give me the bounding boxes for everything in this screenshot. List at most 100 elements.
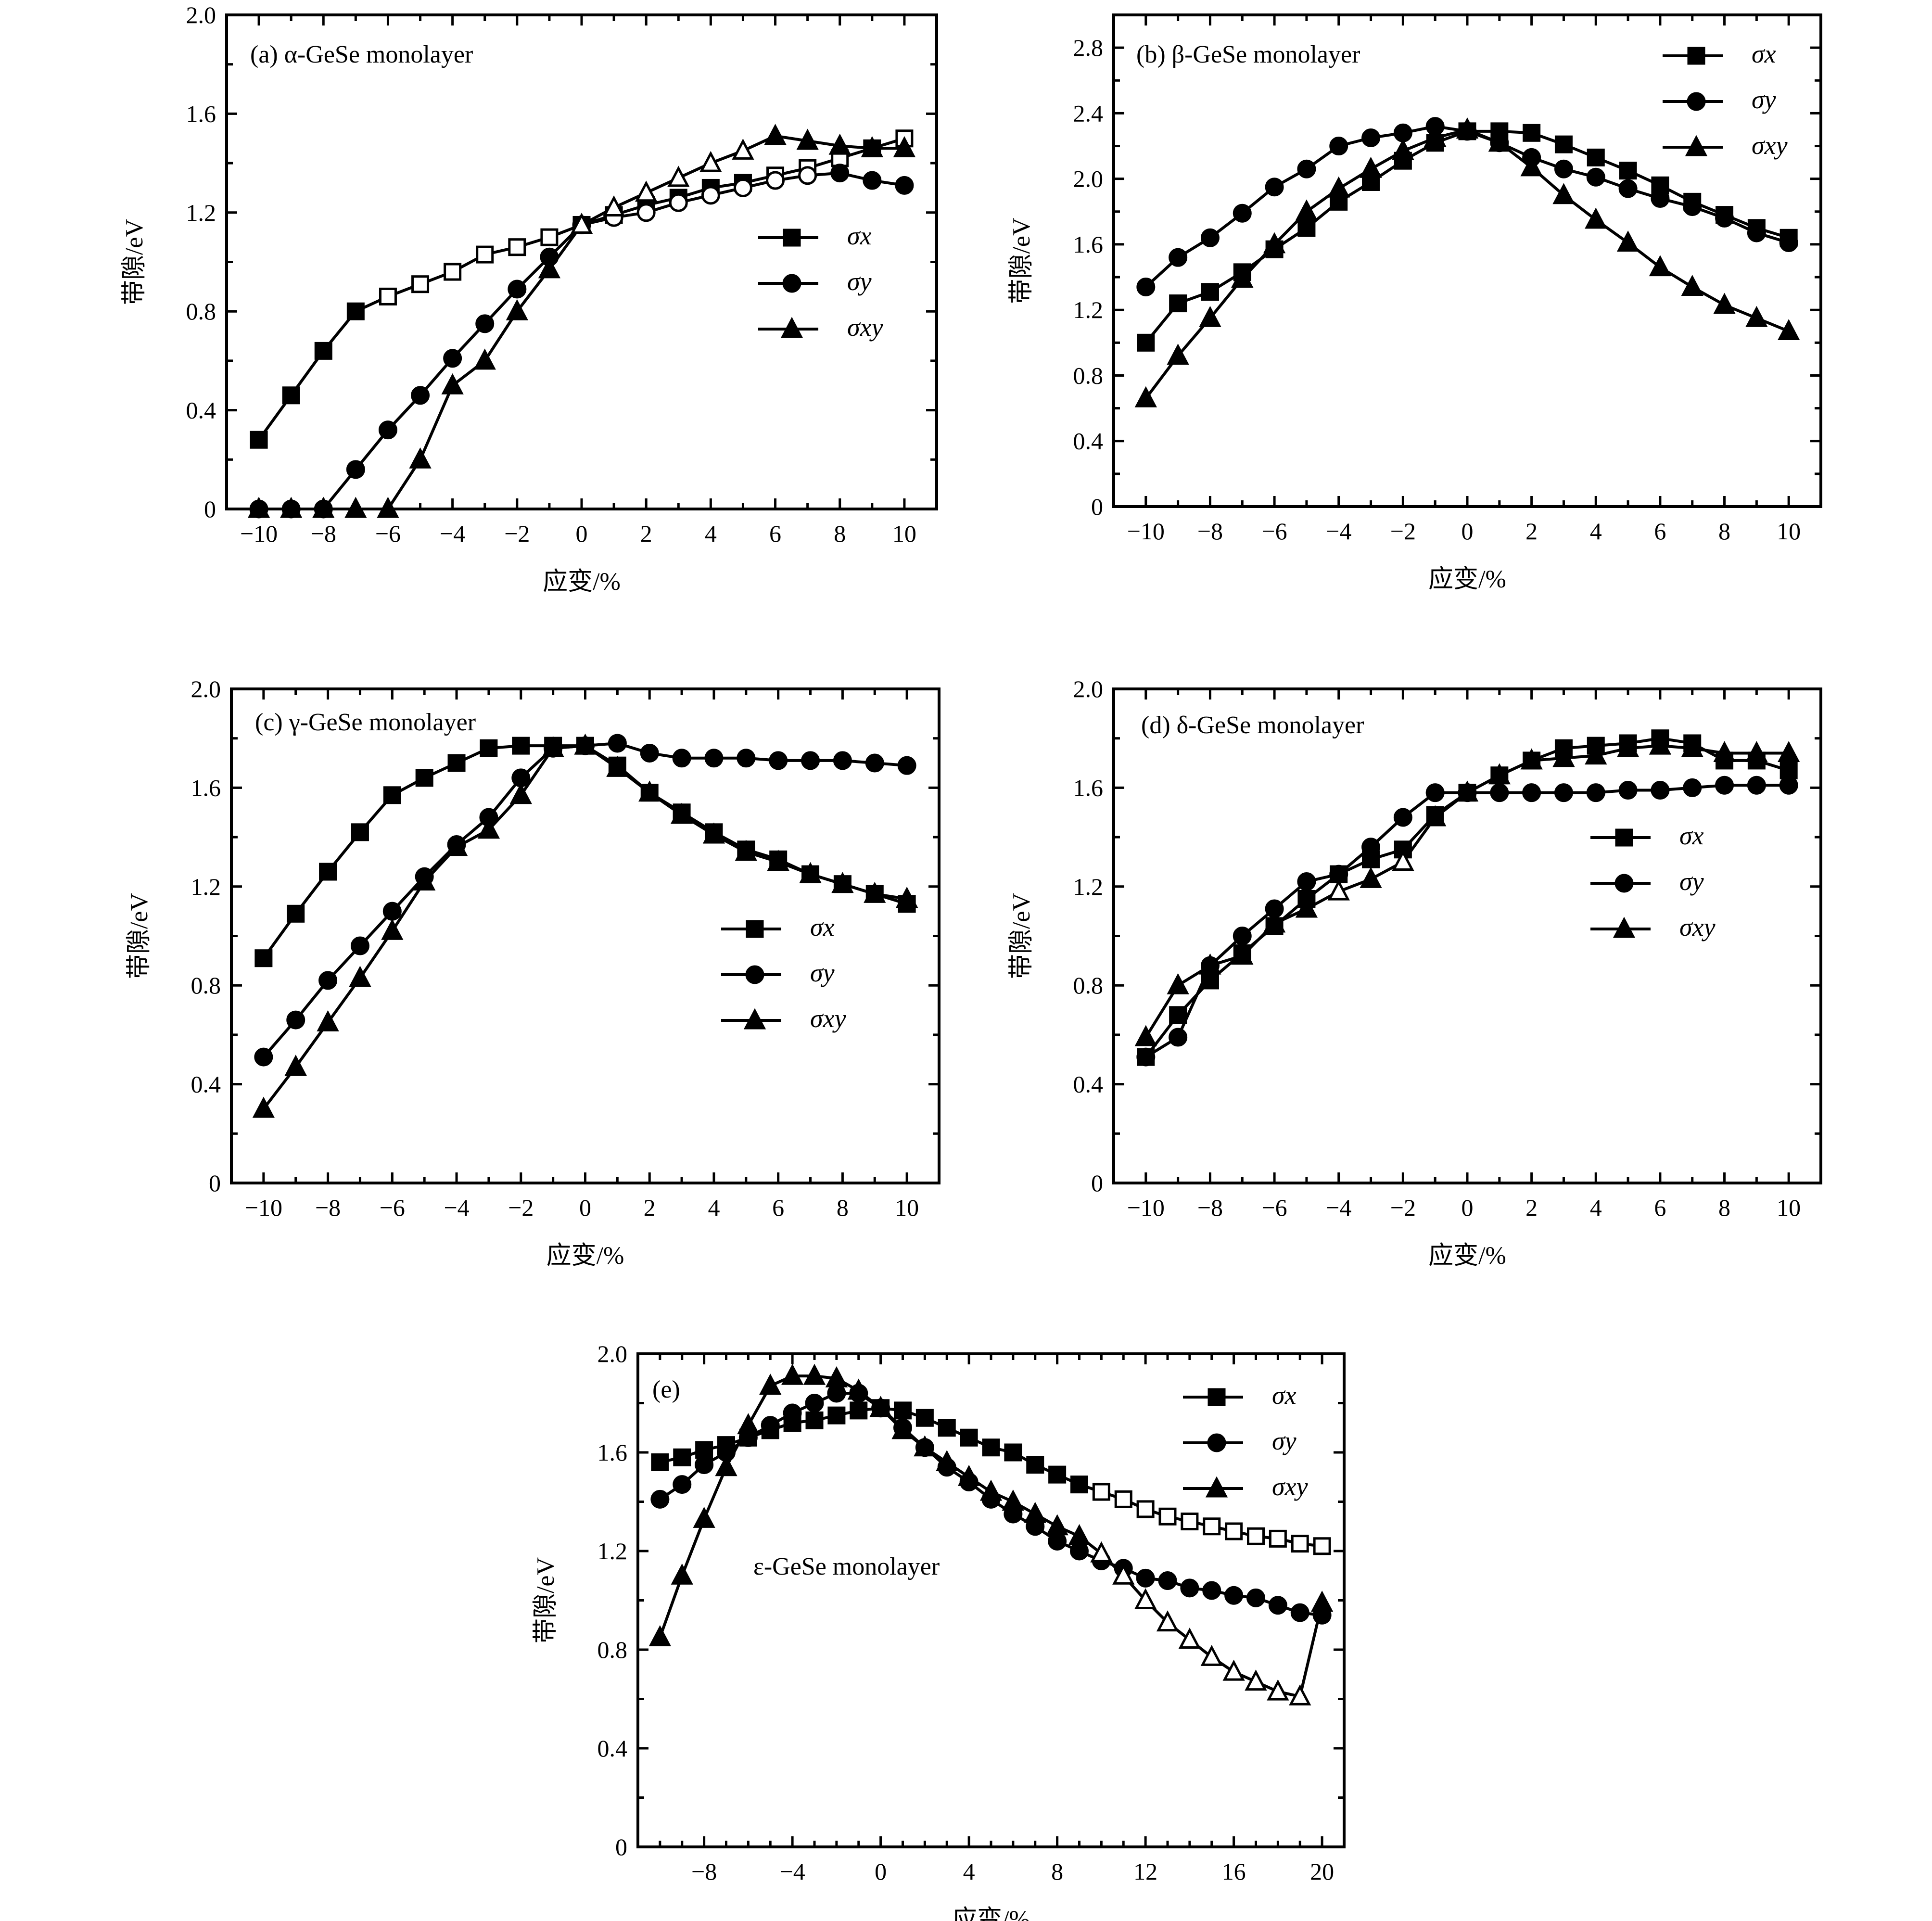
- data-point: [1779, 761, 1798, 779]
- data-point: [445, 835, 468, 856]
- data-point: [1245, 1669, 1267, 1691]
- legend-label: σy: [1752, 85, 1776, 114]
- data-point: [1651, 189, 1670, 208]
- data-point: [781, 1363, 804, 1385]
- data-point: [699, 151, 722, 172]
- data-point: [1585, 207, 1607, 229]
- data-point: [1222, 1659, 1245, 1681]
- data-point: [441, 373, 464, 394]
- x-tick-label: 0: [1462, 518, 1474, 545]
- data-point: [1048, 1532, 1067, 1551]
- data-point: [351, 823, 369, 841]
- data-point: [1681, 736, 1703, 757]
- series-line: [659, 1374, 1324, 1698]
- x-tick-label: −4: [444, 1194, 469, 1221]
- data-point: [475, 314, 495, 333]
- data-point: [1269, 1529, 1287, 1548]
- x-tick-label: 12: [1133, 1858, 1157, 1885]
- data-point: [693, 1507, 715, 1528]
- data-point: [1158, 1507, 1177, 1526]
- x-tick-label: −4: [440, 520, 465, 547]
- data-point: [1520, 155, 1543, 177]
- data-point: [254, 1047, 273, 1067]
- x-tick-label: −4: [1326, 518, 1351, 545]
- data-point: [1779, 776, 1798, 795]
- x-tick-label: −8: [311, 520, 336, 547]
- data-point: [863, 171, 882, 190]
- x-tick-label: −8: [315, 1194, 341, 1221]
- data-point: [1619, 162, 1637, 180]
- data-point: [317, 1010, 339, 1031]
- y-tick-label: 2.0: [597, 1340, 628, 1367]
- legend-label: σy: [810, 958, 835, 987]
- data-point: [1169, 1006, 1187, 1024]
- data-point: [897, 756, 916, 775]
- data-point: [1181, 1513, 1199, 1530]
- data-point: [350, 936, 369, 955]
- series-triangle: [648, 1363, 1334, 1705]
- legend-marker: [1614, 874, 1634, 893]
- series-triangle: [1134, 733, 1800, 1046]
- y-tick-label: 0.8: [1073, 362, 1104, 389]
- data-point: [704, 749, 724, 768]
- data-point: [1026, 1456, 1044, 1474]
- x-tick-label: −8: [691, 1858, 717, 1885]
- x-tick-label: 8: [1718, 518, 1730, 545]
- data-point: [1778, 319, 1800, 340]
- data-point: [1295, 199, 1318, 221]
- legend-label: σy: [1679, 867, 1704, 896]
- legend-item: σxy: [758, 313, 883, 342]
- data-point: [1651, 781, 1670, 800]
- y-tick-label: 2.4: [1073, 100, 1104, 127]
- x-tick-label: 10: [1777, 518, 1801, 545]
- panel-title: (d) δ-GeSe monolayer: [1141, 712, 1364, 739]
- x-tick-label: 8: [1051, 1858, 1063, 1885]
- data-point: [1169, 1028, 1188, 1047]
- data-point: [1713, 293, 1736, 314]
- data-point: [936, 1450, 958, 1471]
- data-point: [1523, 124, 1541, 142]
- plot-frame: [225, 13, 938, 510]
- data-point: [312, 496, 335, 518]
- y-tick-label: 1.2: [1073, 296, 1104, 323]
- data-point: [286, 1010, 305, 1030]
- data-point: [413, 869, 436, 891]
- data-point: [1683, 197, 1702, 216]
- data-point: [830, 164, 850, 183]
- data-point: [982, 1438, 1000, 1457]
- x-tick-label: 6: [769, 520, 781, 547]
- data-point: [319, 863, 337, 881]
- x-tick-label: 16: [1222, 1858, 1246, 1885]
- data-point: [1713, 741, 1736, 763]
- y-tick-label: 1.6: [597, 1439, 628, 1466]
- data-point: [473, 348, 496, 370]
- y-tick-label: 0: [204, 496, 216, 522]
- panel-a: −10 −8 −6 −4 −2 0 2 4 6 8 10 0 0.4 0.8 1.2 1.6 2.0 应变/% 带隙…: [121, 1, 938, 596]
- x-tick-label: −2: [508, 1194, 534, 1221]
- legend-item: σx: [1590, 821, 1704, 850]
- data-point: [1425, 783, 1445, 802]
- y-tick-label: 0: [1091, 493, 1103, 520]
- x-tick-label: −6: [1261, 1194, 1287, 1221]
- x-tick-label: 20: [1310, 1858, 1334, 1885]
- data-point: [831, 872, 854, 893]
- y-tick-label: 2.0: [191, 675, 221, 702]
- data-point: [476, 245, 494, 264]
- data-point: [1490, 783, 1509, 802]
- data-point: [1263, 911, 1286, 933]
- data-point: [670, 802, 693, 824]
- data-point: [377, 496, 399, 518]
- data-point: [1068, 1524, 1091, 1545]
- x-tick-label: −2: [1390, 1194, 1416, 1221]
- data-point: [1779, 233, 1798, 253]
- data-point: [702, 822, 725, 844]
- data-point: [1297, 219, 1316, 237]
- series-line: [660, 1406, 1322, 1548]
- panel-annotation: ε-GeSe monolayer: [753, 1553, 940, 1580]
- data-point: [1456, 780, 1479, 802]
- data-point: [869, 1396, 892, 1417]
- x-tick-label: 10: [895, 1194, 919, 1221]
- legend-marker: [1208, 1388, 1226, 1406]
- data-point: [759, 1374, 782, 1395]
- data-point: [783, 1403, 802, 1423]
